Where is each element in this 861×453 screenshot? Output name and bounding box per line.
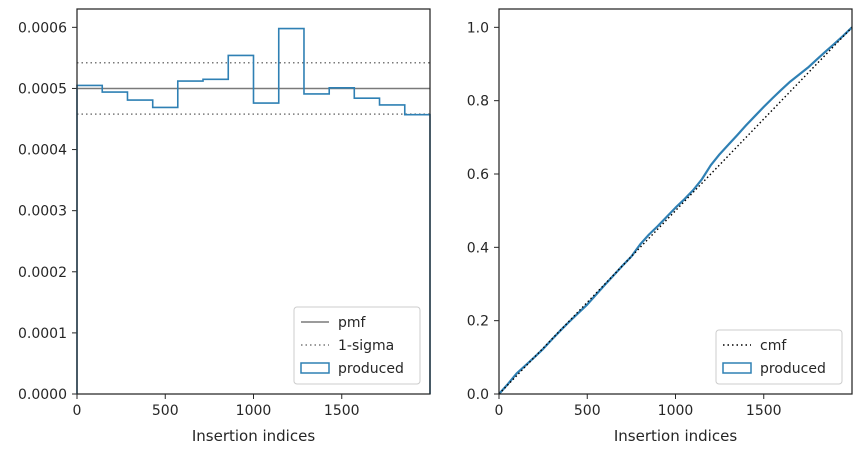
legend-produced-swatch bbox=[722, 362, 752, 374]
x-axis-label: Insertion indices bbox=[192, 427, 315, 445]
legend-box bbox=[715, 329, 843, 385]
legend-label-pmf: pmf bbox=[338, 315, 367, 331]
legend-label-cmf: cmf bbox=[760, 338, 787, 354]
plot-frame bbox=[498, 8, 853, 395]
legend-box bbox=[293, 306, 421, 385]
plot-frame bbox=[76, 8, 431, 395]
y-tick-label: 0.0000 bbox=[18, 387, 67, 403]
legend-label-sigma: 1-sigma bbox=[338, 338, 394, 354]
y-tick-label: 0.0001 bbox=[18, 326, 67, 342]
y-tick-label: 0.0 bbox=[467, 387, 489, 403]
y-tick-label: 0.0002 bbox=[18, 265, 67, 281]
cmf-panel: 0 500 1000 1500 0.0 0.2 0.4 0.6 0.8 1.0 Insertion … bbox=[467, 8, 853, 445]
x-tick-label: 1500 bbox=[746, 403, 782, 419]
x-tick-label: 1000 bbox=[658, 403, 694, 419]
x-tick-label: 500 bbox=[574, 403, 601, 419]
x-tick-label: 500 bbox=[152, 403, 179, 419]
legend-label-produced: produced bbox=[760, 361, 826, 377]
y-tick-label: 0.2 bbox=[467, 314, 489, 330]
y-tick-label: 0.4 bbox=[467, 240, 489, 256]
y-tick-label: 0.0005 bbox=[18, 81, 67, 97]
y-tick-label: 0.0003 bbox=[18, 204, 67, 220]
y-tick-label: 0.6 bbox=[467, 167, 489, 183]
produced-step-histogram bbox=[76, 27, 431, 394]
legend-produced-swatch bbox=[300, 362, 330, 374]
x-tick-label: 1500 bbox=[324, 403, 360, 419]
x-tick-label: 0 bbox=[73, 403, 82, 419]
x-tick-label: 1000 bbox=[236, 403, 272, 419]
x-axis-label: Insertion indices bbox=[614, 427, 737, 445]
y-tick-label: 0.0004 bbox=[18, 143, 67, 159]
legend-label-produced: produced bbox=[338, 361, 404, 377]
pmf-panel: 0 500 1000 1500 0.0000 0.0001 0.0002 0.0003 0.00… bbox=[18, 8, 431, 445]
cmf-line bbox=[498, 26, 853, 395]
x-tick-label: 0 bbox=[495, 403, 504, 419]
y-tick-label: 0.0006 bbox=[18, 20, 67, 36]
y-tick-label: 0.8 bbox=[467, 94, 489, 110]
y-tick-label: 1.0 bbox=[467, 20, 489, 36]
